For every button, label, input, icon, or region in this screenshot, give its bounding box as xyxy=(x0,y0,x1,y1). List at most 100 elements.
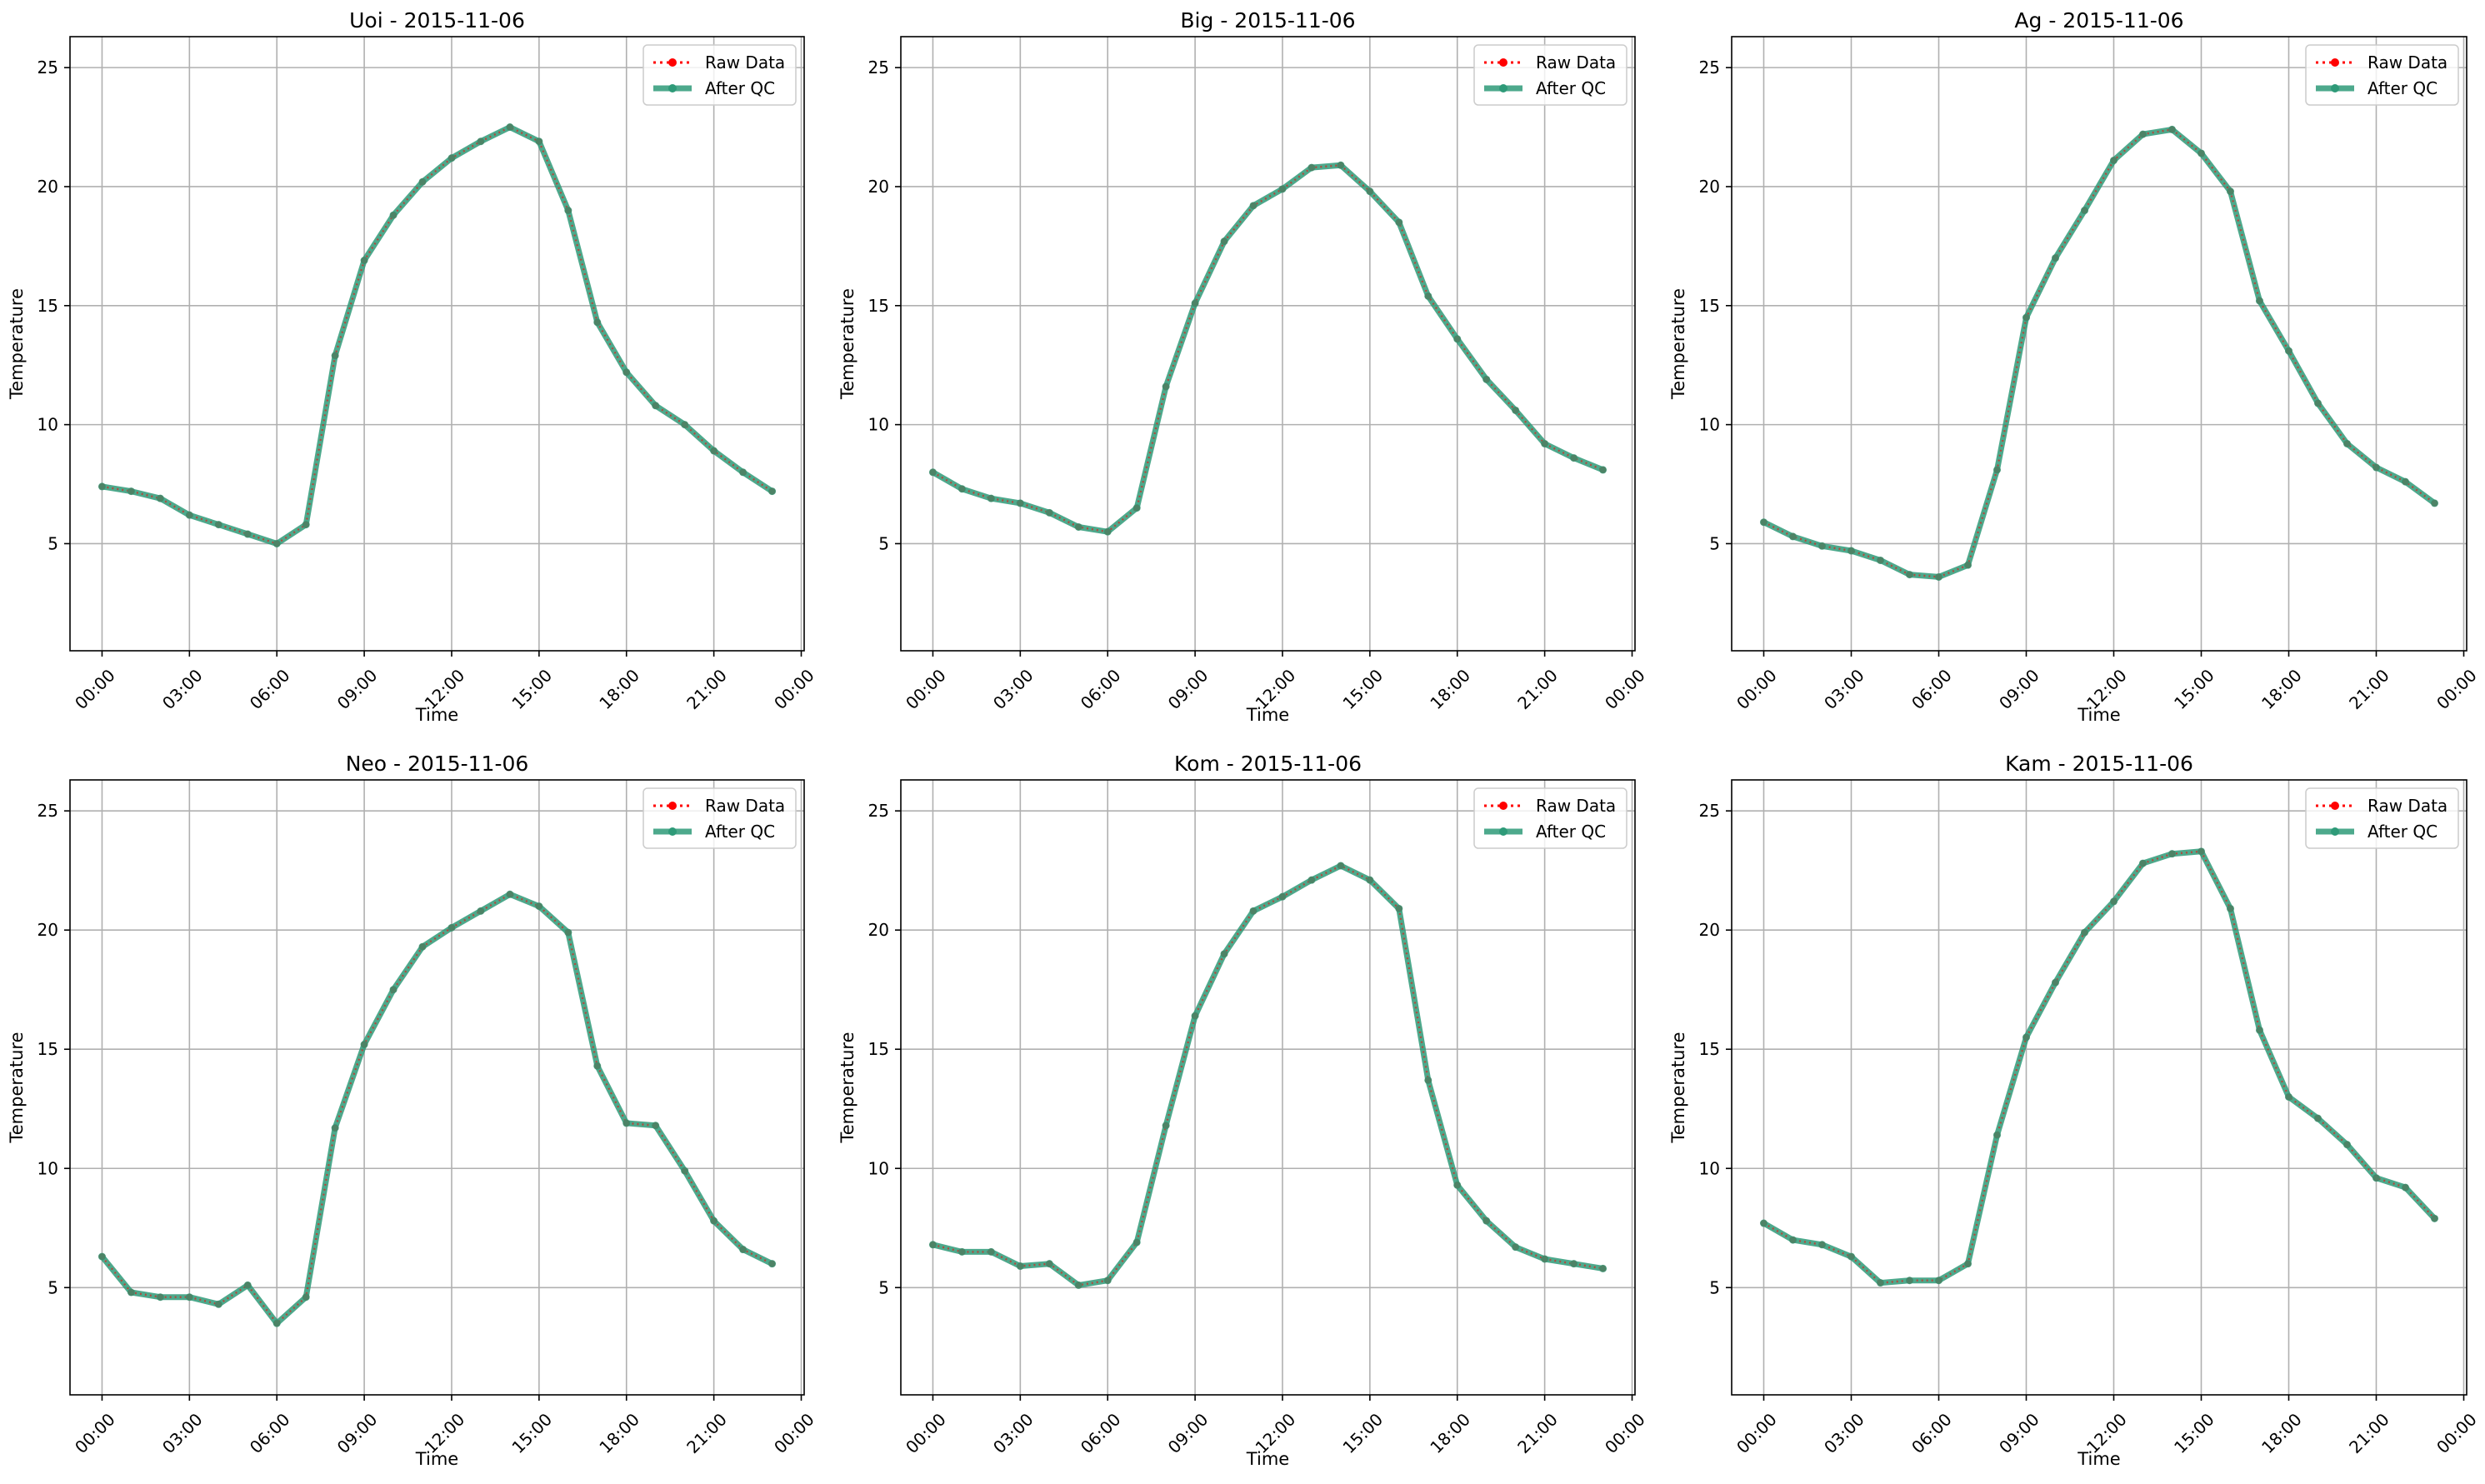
x-tick-label: 21:00 xyxy=(2345,665,2393,713)
data-point-after-qc xyxy=(2022,1033,2030,1042)
data-point-after-qc xyxy=(1337,862,1345,870)
data-point-after-qc xyxy=(2285,347,2292,355)
legend-qc-marker xyxy=(1499,827,1508,836)
y-tick-label: 25 xyxy=(38,801,58,821)
chart-title: Uoi - 2015-11-06 xyxy=(349,8,525,32)
data-point-after-qc xyxy=(2431,499,2438,507)
data-point-after-qc xyxy=(302,521,310,529)
data-point-after-qc xyxy=(958,485,966,493)
legend-raw-marker xyxy=(1499,802,1508,810)
x-tick-label: 06:00 xyxy=(1077,1409,1125,1457)
x-tick-label: 18:00 xyxy=(595,1409,643,1457)
legend: Raw Data After QC xyxy=(2305,44,2459,106)
y-tick-label: 5 xyxy=(48,1277,58,1297)
data-point-after-qc xyxy=(1993,466,2001,474)
data-point-after-qc xyxy=(1191,1012,1199,1020)
data-point-after-qc xyxy=(1366,876,1374,884)
y-tick-label: 15 xyxy=(1699,1039,1720,1059)
y-tick-label: 20 xyxy=(1699,920,1720,940)
data-point-after-qc xyxy=(958,1247,966,1256)
data-point-after-qc xyxy=(739,1246,748,1254)
legend-qc-label: After QC xyxy=(705,78,775,98)
data-point-after-qc xyxy=(1045,1260,1053,1268)
y-tick-label: 10 xyxy=(1699,415,1720,435)
data-point-after-qc xyxy=(2052,254,2059,262)
legend: Raw Data After QC xyxy=(1473,787,1628,849)
data-point-after-qc xyxy=(2139,130,2147,138)
data-point-after-qc xyxy=(622,1119,631,1127)
series-line-after-qc xyxy=(99,124,775,547)
legend-raw-label: Raw Data xyxy=(705,52,785,72)
x-tick-label: 21:00 xyxy=(1513,1409,1562,1457)
data-point-after-qc xyxy=(1074,1281,1082,1289)
y-tick-label: 5 xyxy=(48,533,58,553)
chart-title: Big - 2015-11-06 xyxy=(1180,8,1355,32)
data-point-after-qc xyxy=(1760,1219,1768,1227)
data-point-after-qc xyxy=(1877,556,1884,564)
x-tick-label: 00:00 xyxy=(71,1409,119,1457)
data-point-after-qc xyxy=(360,1041,368,1049)
data-point-after-qc xyxy=(987,1247,995,1256)
y-axis-label: Temperature xyxy=(7,288,27,400)
legend-raw-marker xyxy=(1499,58,1508,67)
data-point-after-qc xyxy=(1016,499,1024,507)
data-point-after-qc xyxy=(1877,1279,1884,1287)
data-point-after-qc xyxy=(1395,218,1403,227)
legend-raw-marker xyxy=(668,802,677,810)
data-point-after-qc xyxy=(1848,547,1855,555)
data-point-after-qc xyxy=(272,1319,281,1327)
data-point-after-qc xyxy=(1570,1260,1578,1268)
data-point-after-qc xyxy=(2110,157,2118,165)
data-point-after-qc xyxy=(418,177,427,186)
data-point-after-qc xyxy=(1220,237,1228,246)
x-tick-label: 09:00 xyxy=(333,665,382,713)
x-tick-label: 21:00 xyxy=(682,665,731,713)
data-point-after-qc xyxy=(1395,904,1403,912)
data-point-after-qc xyxy=(302,1293,310,1302)
data-point-after-qc xyxy=(928,1241,937,1249)
data-point-after-qc xyxy=(1935,1277,1942,1285)
data-point-after-qc xyxy=(506,890,514,898)
plot-frame xyxy=(69,36,805,652)
data-point-after-qc xyxy=(214,521,222,529)
y-tick-label: 20 xyxy=(868,177,889,197)
data-point-after-qc xyxy=(2285,1092,2292,1101)
x-axis-label: Time xyxy=(1246,1449,1289,1469)
data-point-after-qc xyxy=(331,352,339,360)
data-point-after-qc xyxy=(2314,1114,2322,1122)
data-point-after-qc xyxy=(564,207,572,215)
chart-title: Ag - 2015-11-06 xyxy=(2014,8,2183,32)
series-line-after-qc xyxy=(930,162,1606,535)
data-point-after-qc xyxy=(768,1260,777,1268)
data-point-after-qc xyxy=(389,986,398,994)
y-tick-label: 25 xyxy=(868,57,889,77)
x-tick-label: 00:00 xyxy=(902,1409,950,1457)
data-point-after-qc xyxy=(98,482,106,491)
chart-title: Neo - 2015-11-06 xyxy=(346,752,529,776)
y-axis-label: Temperature xyxy=(838,288,858,400)
x-axis-label: Time xyxy=(415,705,458,725)
data-point-after-qc xyxy=(2052,978,2059,987)
data-point-after-qc xyxy=(1016,1262,1024,1271)
data-point-after-qc xyxy=(1541,1255,1549,1263)
data-point-after-qc xyxy=(1818,1241,1826,1249)
x-tick-label: 03:00 xyxy=(989,1409,1038,1457)
data-point-after-qc xyxy=(1906,1277,1913,1285)
x-axis-label: Time xyxy=(415,1449,458,1469)
y-tick-label: 25 xyxy=(38,57,58,77)
data-point-after-qc xyxy=(1424,292,1432,300)
series-line-raw-data xyxy=(1762,850,2436,1284)
x-tick-label: 00:00 xyxy=(1732,665,1781,713)
data-point-after-qc xyxy=(1599,1264,1608,1272)
x-tick-label: 18:00 xyxy=(2258,1409,2306,1457)
data-point-after-qc xyxy=(448,923,456,932)
legend-qc-label: After QC xyxy=(1536,78,1606,98)
series-line-raw-data xyxy=(1762,128,2436,578)
legend-qc-marker xyxy=(1499,84,1508,92)
y-tick-label: 10 xyxy=(868,415,889,435)
plot-frame xyxy=(69,779,805,1396)
data-point-after-qc xyxy=(1278,892,1287,901)
